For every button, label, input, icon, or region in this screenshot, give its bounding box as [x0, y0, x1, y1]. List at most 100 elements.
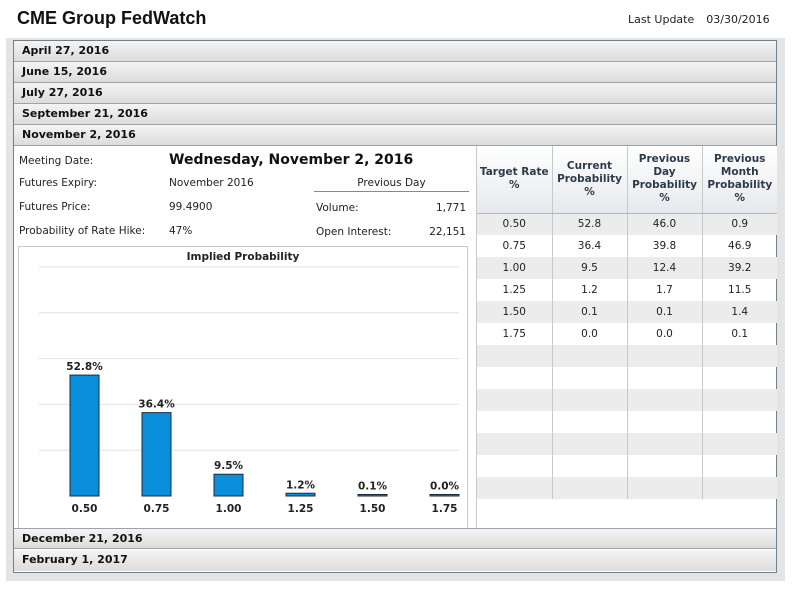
table-cell — [552, 389, 628, 411]
table-cell — [477, 389, 553, 411]
table-cell: 0.1 — [627, 301, 703, 323]
table-cell: 0.1 — [731, 328, 749, 340]
table-cell: 1.2 — [552, 279, 628, 301]
header-current-probability: Current Probability % — [552, 146, 628, 214]
header: CME Group FedWatch Last Update 03/30/2016 — [0, 0, 797, 40]
x-tick-label: 1.50 — [360, 503, 386, 515]
table-cell — [702, 367, 777, 389]
meeting-tab-feb-1-2017[interactable]: February 1, 2017 — [14, 550, 776, 571]
table-row: 1.25 1.2 1.7 11.5 — [477, 279, 777, 301]
table-cell: 1.25 — [477, 279, 553, 301]
table-cell — [552, 477, 628, 499]
table-cell — [627, 389, 703, 411]
meeting-date-value: Wednesday, November 2, 2016 — [169, 152, 414, 168]
volume-label: Volume: — [316, 202, 359, 214]
table-cell — [702, 433, 777, 455]
table-cell: 0.1 — [552, 301, 628, 323]
table-cell: 0.0 — [552, 323, 628, 345]
futures-price-label: Futures Price: — [19, 201, 91, 213]
table-cell — [627, 367, 703, 389]
last-update-date: 03/30/2016 — [706, 13, 770, 26]
header-previous-day-probability: Previous Day Probability % — [627, 146, 703, 214]
meeting-tab-sep-21-2016[interactable]: September 21, 2016 — [14, 104, 776, 125]
table-cell — [627, 433, 703, 455]
table-cell: 1.50 — [477, 301, 553, 323]
table-cell — [477, 411, 553, 433]
x-tick-label: 1.25 — [288, 503, 314, 515]
table-cell — [627, 455, 703, 477]
bar-value-label: 52.8% — [66, 361, 103, 373]
table-cell — [627, 345, 703, 367]
table-cell: 46.9 — [728, 240, 752, 252]
table-row — [477, 367, 777, 389]
table-cell — [477, 345, 553, 367]
table-cell: 1.4 — [702, 301, 777, 323]
table-cell: 1.75 — [477, 323, 553, 345]
table-cell: 0.0 — [627, 323, 703, 345]
table-cell: 1.00 — [477, 257, 553, 279]
table-cell — [702, 389, 777, 411]
bar-value-label: 9.5% — [214, 460, 244, 472]
bar-value-label: 0.0% — [430, 481, 460, 493]
app-title: CME Group FedWatch — [17, 8, 207, 28]
table-row: 0.75 36.4 39.8 46.9 — [477, 235, 777, 257]
table-cell: 12.4 — [627, 257, 703, 279]
futures-expiry-label: Futures Expiry: — [19, 177, 97, 189]
table-body: 0.50 52.8 46.0 0.9 0.75 36.4 39.8 46.9 1.00 9.5 12… — [477, 213, 777, 499]
chart-bar — [141, 412, 172, 497]
chart-bar — [357, 494, 388, 497]
header-previous-month-probability: Previous Month Probability % — [702, 146, 777, 214]
prob-rate-hike-value: 47% — [169, 225, 193, 237]
last-update: Last Update 03/30/2016 — [628, 13, 770, 26]
table-cell: 39.2 — [702, 257, 777, 279]
table-cell — [552, 345, 628, 367]
chart-bar — [69, 374, 100, 497]
table-cell: 0.50 — [477, 213, 553, 235]
table-cell — [552, 433, 628, 455]
meetings-accordion: April 27, 2016 June 15, 2016 July 27, 20… — [13, 40, 777, 573]
chart-bar — [285, 492, 316, 497]
table-row: 0.50 52.8 46.0 0.9 — [477, 213, 777, 235]
table-cell: 1.7 — [627, 279, 703, 301]
table-cell: 0.9 — [702, 213, 777, 235]
chart-svg: 52.8% 0.50 36.4% 0.75 9.5% 1.00 1.2% 1.25 0.1% 1.… — [39, 266, 460, 515]
last-update-label: Last Update — [628, 13, 695, 26]
table-cell — [477, 367, 553, 389]
table-cell — [477, 477, 553, 499]
meeting-tab-jul-27-2016[interactable]: July 27, 2016 — [14, 83, 776, 104]
volume-value: 1,771 — [435, 202, 466, 214]
bar-value-label: 1.2% — [286, 479, 316, 491]
x-tick-label: 0.75 — [144, 503, 170, 515]
table-cell: 46.0 — [627, 213, 703, 235]
table-row — [477, 477, 777, 499]
table-row: 1.75 0.0 0.0 0.1 — [477, 323, 777, 345]
table-header-row: Target Rate % Current Probability % Prev… — [477, 146, 777, 214]
meeting-tab-jun-15-2016[interactable]: June 15, 2016 — [14, 62, 776, 83]
bar-value-label: 0.1% — [358, 481, 388, 493]
table-row — [477, 455, 777, 477]
meeting-tab-dec-21-2016[interactable]: December 21, 2016 — [14, 528, 776, 549]
meeting-date-label: Meeting Date: — [19, 155, 94, 167]
table-row — [477, 433, 777, 455]
prob-rate-hike-label: Probability of Rate Hike: — [19, 225, 146, 237]
futures-expiry-value: November 2016 — [169, 177, 254, 189]
table-row: 1.50 0.1 0.1 1.4 — [477, 301, 777, 323]
table-cell — [552, 411, 628, 433]
table-row: 1.00 9.5 12.4 39.2 — [477, 257, 777, 279]
table-cell — [702, 345, 777, 367]
meeting-tab-apr-27-2016[interactable]: April 27, 2016 — [14, 41, 776, 62]
probability-table: Target Rate % Current Probability % Prev… — [477, 146, 777, 499]
table-row — [477, 345, 777, 367]
table-cell — [552, 367, 628, 389]
table-cell — [627, 411, 703, 433]
table-cell — [477, 455, 553, 477]
meeting-tab-nov-2-2016[interactable]: November 2, 2016 — [14, 125, 776, 146]
table-cell — [627, 477, 703, 499]
table-cell — [702, 477, 777, 499]
table-cell: 39.8 — [627, 235, 703, 257]
open-interest-value: 22,151 — [429, 226, 466, 238]
probability-table-wrap: Target Rate % Current Probability % Prev… — [476, 146, 777, 528]
x-tick-label: 0.50 — [72, 503, 98, 515]
futures-price-value: 99.4900 — [169, 201, 213, 213]
table-cell: 36.4 — [552, 235, 628, 257]
